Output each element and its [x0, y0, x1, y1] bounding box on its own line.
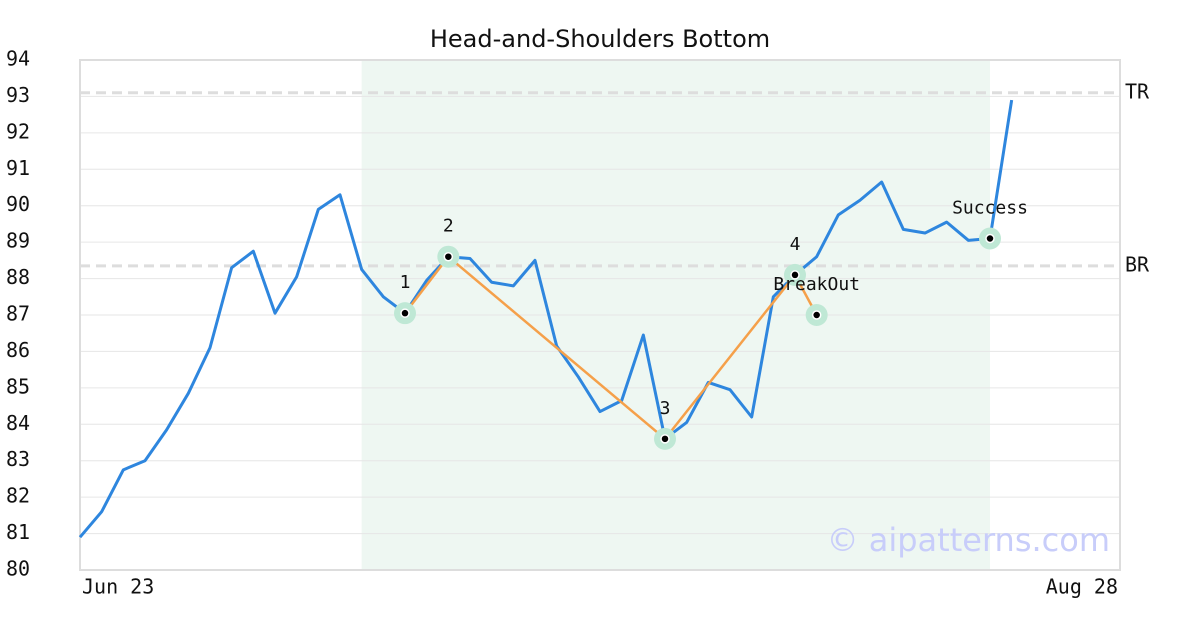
level-label: BR	[1125, 252, 1150, 276]
chart-title: Head-and-Shoulders Bottom	[430, 25, 770, 53]
y-tick-label: 88	[6, 265, 30, 289]
point	[443, 251, 454, 262]
point-label: 4	[790, 234, 801, 255]
y-tick-label: 86	[6, 338, 30, 362]
point	[400, 308, 410, 318]
watermark: © aipatterns.com	[827, 521, 1110, 559]
point-label: BreakOut	[773, 274, 860, 295]
point-label: 1	[400, 272, 411, 293]
x-tick-label: Aug 28	[1046, 575, 1118, 599]
y-tick-label: 94	[6, 47, 30, 71]
level-label: TR	[1125, 79, 1150, 103]
y-tick-label: 90	[6, 192, 30, 216]
point	[811, 310, 822, 320]
point-label: Success	[952, 198, 1028, 219]
y-tick-label: 91	[6, 156, 30, 180]
point	[790, 270, 800, 280]
point-label: 3	[660, 398, 671, 419]
y-tick-label: 93	[6, 83, 30, 107]
y-tick-label: 83	[6, 447, 30, 471]
y-tick-label: 89	[6, 229, 30, 253]
x-tick-label: Jun 23	[82, 575, 154, 599]
y-tick-label: 84	[6, 411, 30, 435]
price-line	[78, 99, 1014, 539]
point-label: 2	[443, 216, 454, 237]
y-tick-label: 81	[6, 520, 30, 544]
y-tick-label: 82	[6, 484, 30, 508]
point	[985, 233, 995, 244]
y-tick-label: 80	[6, 557, 30, 581]
plot-border	[79, 59, 1121, 571]
y-tick-label: 85	[6, 374, 30, 398]
y-tick-label: 92	[6, 119, 30, 143]
y-tick-label: 87	[6, 302, 30, 326]
point	[660, 434, 670, 444]
